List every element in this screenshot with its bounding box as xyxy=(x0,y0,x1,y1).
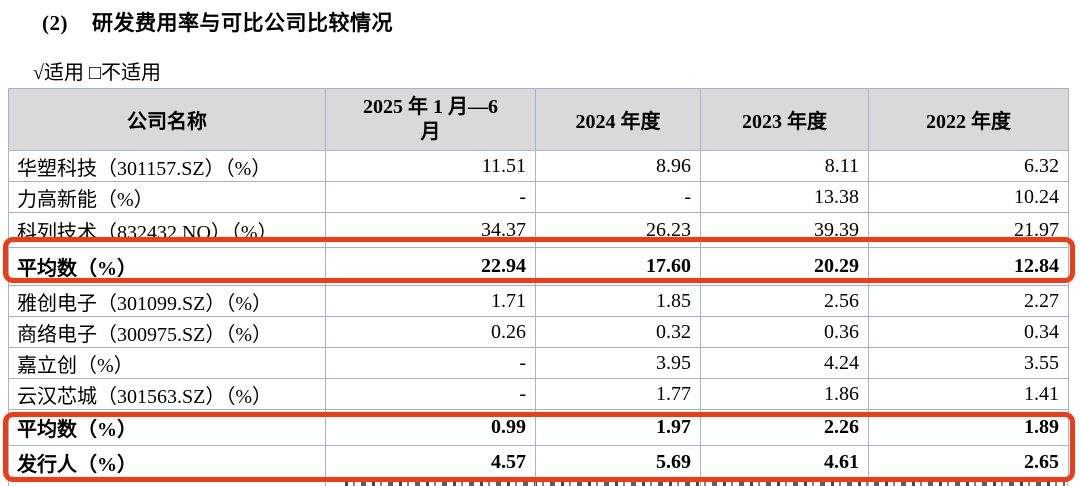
value-cell: 26.23 xyxy=(535,212,701,248)
value-cell: 8.96 xyxy=(535,150,701,182)
table-border-stub xyxy=(8,479,9,486)
company-name-cell: 雅创电子（301099.SZ）（%） xyxy=(8,285,326,317)
section-number: (2) xyxy=(42,11,68,35)
value-cell: 12.84 xyxy=(868,247,1069,286)
table-row: 平均数（%） 0.99 1.97 2.26 1.89 xyxy=(8,409,1069,446)
value-cell: 2.65 xyxy=(868,445,1069,479)
table-row: 嘉立创（%） -3.95 4.24 3.55 xyxy=(8,347,1069,379)
value-cell: 20.29 xyxy=(700,247,869,286)
value-cell: 34.37 xyxy=(325,212,536,248)
value-cell: 22.94 xyxy=(325,247,536,286)
value-cell: 4.24 xyxy=(700,347,869,379)
value-cell: 1.77 xyxy=(535,378,701,410)
value-cell: 4.61 xyxy=(700,445,869,479)
company-name-cell: 云汉芯城（301563.SZ）（%） xyxy=(8,378,326,410)
section-title-text: 研发费用率与可比公司比较情况 xyxy=(92,11,393,35)
table-border-stub xyxy=(325,479,326,486)
value-cell: 0.32 xyxy=(535,316,701,348)
value-cell: 2.27 xyxy=(868,285,1069,317)
company-name-cell: 商络电子（300975.SZ）（%） xyxy=(8,316,326,348)
value-cell: 1.97 xyxy=(535,409,701,446)
company-name-cell: 发行人（%） xyxy=(8,445,326,479)
table-row: 平均数（%） 22.94 17.60 20.29 12.84 xyxy=(8,247,1069,286)
company-name-cell: 力高新能（%） xyxy=(8,181,326,213)
value-cell: 1.86 xyxy=(700,378,869,410)
value-cell: 1.71 xyxy=(325,285,536,317)
value-cell: 1.89 xyxy=(868,409,1069,446)
company-name-cell: 华塑科技（301157.SZ）（%） xyxy=(8,150,326,182)
table-border-stub xyxy=(868,479,869,486)
value-cell: 13.38 xyxy=(700,181,869,213)
table-row: 商络电子（300975.SZ）（%） 0.26 0.32 0.36 0.34 xyxy=(8,316,1069,348)
comparison-table: 公司名称 2025 年 1 月—6月 2024 年度 2023 年度 2022 年度 华… xyxy=(8,88,1069,479)
table-row: 力高新能（%） - -13.38 10.24 xyxy=(8,181,1069,213)
value-cell: 1.85 xyxy=(535,285,701,317)
column-header: 公司名称 xyxy=(8,88,326,151)
table-border-stub xyxy=(535,479,536,486)
table-row: 云汉芯城（301563.SZ）（%） -1.77 1.86 1.41 xyxy=(8,378,1069,410)
value-cell: 0.26 xyxy=(325,316,536,348)
value-cell: 3.55 xyxy=(868,347,1069,379)
value-cell: 0.99 xyxy=(325,409,536,446)
table-body: 华塑科技（301157.SZ）（%） 11.51 8.96 8.11 6.32 力高新能（… xyxy=(8,150,1069,479)
clipped-note-row xyxy=(345,481,1065,486)
value-cell: 2.26 xyxy=(700,409,869,446)
table-row: 华塑科技（301157.SZ）（%） 11.51 8.96 8.11 6.32 xyxy=(8,150,1069,182)
value-cell: 10.24 xyxy=(868,181,1069,213)
value-cell: 0.34 xyxy=(868,316,1069,348)
value-cell: 2.56 xyxy=(700,285,869,317)
value-cell: - xyxy=(535,181,701,213)
value-cell: - xyxy=(325,181,536,213)
value-cell: - xyxy=(325,378,536,410)
table-row: 科列技术（832432.NQ）（%） 34.37 26.23 39.39 21.97 xyxy=(8,212,1069,248)
applicability-line: √适用 □不适用 xyxy=(33,62,162,84)
column-header: 2025 年 1 月—6月 xyxy=(325,88,536,151)
table-border-stub xyxy=(1067,479,1068,486)
company-name-cell: 平均数（%） xyxy=(8,247,326,286)
company-name-cell: 嘉立创（%） xyxy=(8,347,326,379)
value-cell: 39.39 xyxy=(700,212,869,248)
value-cell: 11.51 xyxy=(325,150,536,182)
column-header: 2023 年度 xyxy=(700,88,869,151)
value-cell: 1.41 xyxy=(868,378,1069,410)
value-cell: - xyxy=(325,347,536,379)
value-cell: 3.95 xyxy=(535,347,701,379)
value-cell: 21.97 xyxy=(868,212,1069,248)
table-header-row: 公司名称 2025 年 1 月—6月 2024 年度 2023 年度 2022 年度 xyxy=(8,88,1069,151)
table-row: 雅创电子（301099.SZ）（%） 1.71 1.85 2.56 2.27 xyxy=(8,285,1069,317)
value-cell: 6.32 xyxy=(868,150,1069,182)
value-cell: 5.69 xyxy=(535,445,701,479)
value-cell: 0.36 xyxy=(700,316,869,348)
value-cell: 4.57 xyxy=(325,445,536,479)
company-name-cell: 平均数（%） xyxy=(8,409,326,446)
value-cell: 17.60 xyxy=(535,247,701,286)
table-row: 发行人（%） 4.57 5.69 4.61 2.65 xyxy=(8,445,1069,479)
section-title: (2) 研发费用率与可比公司比较情况 xyxy=(42,7,393,37)
company-name-cell: 科列技术（832432.NQ）（%） xyxy=(8,212,326,248)
column-header: 2022 年度 xyxy=(868,88,1069,151)
table-border-stub xyxy=(700,479,701,486)
column-header: 2024 年度 xyxy=(535,88,701,151)
value-cell: 8.11 xyxy=(700,150,869,182)
